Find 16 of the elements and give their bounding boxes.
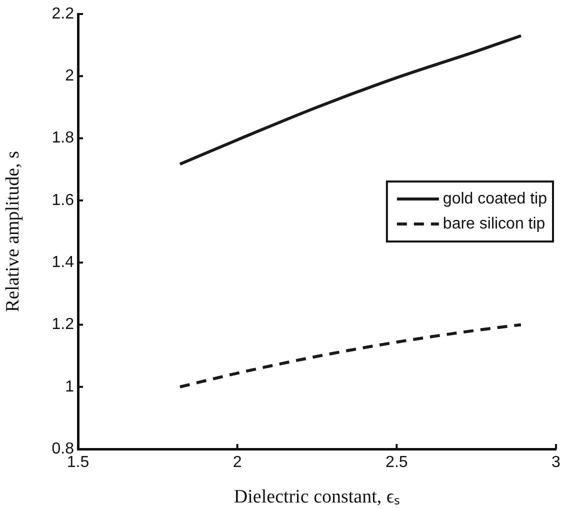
- x-tick-label: 2.5: [386, 454, 408, 472]
- y-axis-title: Relative amplitude, s: [2, 151, 24, 312]
- y-tick-label: 2: [65, 68, 74, 85]
- legend-label: bare silicon tip: [442, 215, 546, 232]
- line-series: [178, 323, 522, 388]
- line-series: [178, 34, 522, 166]
- x-axis-title: Dielectric constant, ϵₛ: [234, 486, 400, 508]
- y-tick-label: 1.6: [52, 192, 74, 209]
- y-tick-label: 1.8: [52, 130, 74, 147]
- y-tick-label: 1.4: [52, 254, 74, 271]
- x-tick-label: 3: [552, 454, 561, 472]
- y-tick-label: 1: [65, 378, 74, 396]
- y-tick-label: 2.2: [52, 5, 74, 22]
- x-tick-label: 2: [232, 454, 242, 472]
- legend-label: gold coated tip: [442, 190, 548, 208]
- y-tick-label: 1.2: [52, 316, 74, 334]
